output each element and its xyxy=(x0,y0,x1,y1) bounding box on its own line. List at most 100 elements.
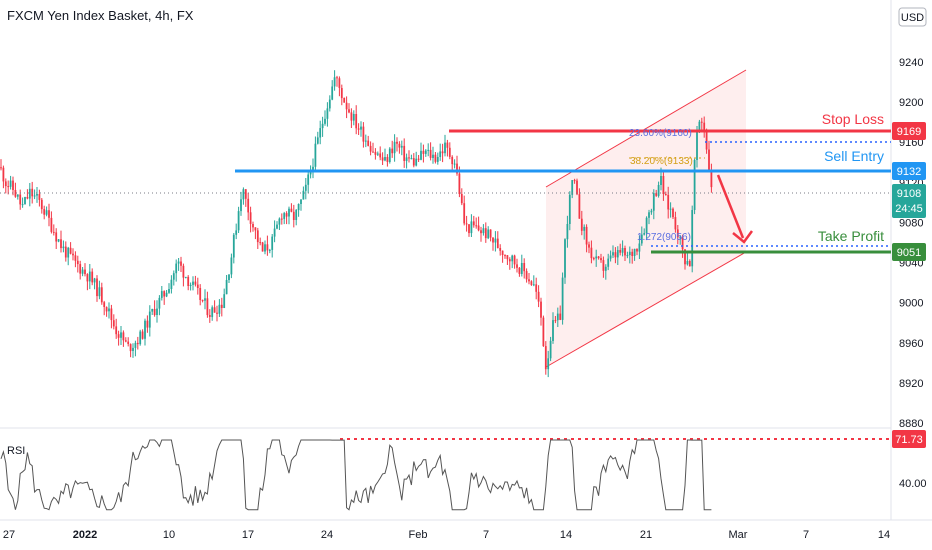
candle-body xyxy=(417,158,420,160)
candle-body xyxy=(62,246,65,249)
candle-body xyxy=(165,292,168,297)
candle-body xyxy=(108,308,110,312)
candle-body xyxy=(362,126,365,142)
candle-body xyxy=(412,158,415,166)
candle-body xyxy=(460,194,463,204)
candle-body xyxy=(33,195,36,197)
candle-body xyxy=(703,122,706,133)
candle-body xyxy=(535,284,538,292)
candle-body xyxy=(187,276,190,286)
candle-body xyxy=(72,253,74,256)
candle-body xyxy=(211,307,214,318)
candle-body xyxy=(264,244,266,252)
candle-body xyxy=(638,243,641,252)
chart-title: FXCM Yen Index Basket, 4h, FX xyxy=(7,8,194,23)
candle-body xyxy=(388,148,391,162)
candle-body xyxy=(348,109,350,113)
candle-body xyxy=(276,224,278,229)
candle-body xyxy=(696,131,698,160)
svg-text:9132: 9132 xyxy=(897,166,921,178)
take-profit-price-tag: 9051 xyxy=(892,243,926,261)
candle-body xyxy=(151,309,154,312)
candle-body xyxy=(451,156,454,165)
candle-body xyxy=(400,145,403,148)
time-tick-label: 17 xyxy=(242,529,254,541)
candle-body xyxy=(667,194,670,210)
price-tick-label: 8880 xyxy=(899,418,923,430)
candle-body xyxy=(674,217,677,230)
price-tick-label: 9160 xyxy=(899,137,923,149)
candle-body xyxy=(307,174,310,185)
candle-body xyxy=(98,287,101,297)
candle-body xyxy=(698,121,701,132)
candle-body xyxy=(700,121,703,123)
candle-body xyxy=(196,284,199,288)
candle-body xyxy=(672,208,674,218)
candle-body xyxy=(201,299,204,301)
candle-body xyxy=(624,248,626,256)
candle-body xyxy=(420,150,422,160)
candle-body xyxy=(530,281,533,285)
candle-body xyxy=(595,256,598,259)
candle-body xyxy=(513,255,516,265)
candle-body xyxy=(609,255,612,259)
candle-body xyxy=(345,102,348,110)
candle-body xyxy=(304,184,307,191)
candle-body xyxy=(398,143,401,148)
rsi-tick-label: 40.00 xyxy=(899,478,927,490)
candle-body xyxy=(316,137,319,144)
candle-body xyxy=(396,141,398,144)
candle-body xyxy=(393,141,396,154)
svg-text:9169: 9169 xyxy=(897,126,921,138)
candle-body xyxy=(278,218,281,225)
candle-body xyxy=(192,281,194,285)
candle-body xyxy=(621,248,624,253)
candle-body xyxy=(600,258,602,261)
candle-body xyxy=(204,298,206,301)
candle-body xyxy=(458,173,461,194)
candle-body xyxy=(686,261,689,265)
time-tick-label: 10 xyxy=(163,529,175,541)
candle-body xyxy=(520,263,523,274)
candle-body xyxy=(129,344,132,352)
svg-text:9108: 9108 xyxy=(897,188,921,200)
candle-body xyxy=(199,288,202,300)
candle-body xyxy=(633,248,636,256)
price-tick-label: 8960 xyxy=(899,338,923,350)
candle-body xyxy=(444,142,446,154)
candle-body xyxy=(127,341,130,344)
candle-body xyxy=(372,151,374,153)
candle-body xyxy=(45,210,48,215)
candle-body xyxy=(578,194,581,219)
price-tick-label: 9240 xyxy=(899,57,923,69)
candle-body xyxy=(244,189,247,199)
candle-body xyxy=(76,260,79,265)
candle-body xyxy=(81,269,84,274)
candle-body xyxy=(91,271,94,283)
rsi-value-tag: 71.73 xyxy=(892,430,926,448)
candle-body xyxy=(50,217,53,232)
candle-body xyxy=(376,153,379,155)
candle-body xyxy=(69,247,72,254)
candle-body xyxy=(655,193,658,196)
candle-body xyxy=(139,331,142,345)
take-profit-label: Take Profit xyxy=(818,228,884,244)
candle-body xyxy=(295,210,298,220)
candle-body xyxy=(588,244,590,248)
candle-body xyxy=(259,242,262,244)
candle-body xyxy=(112,320,115,327)
candle-body xyxy=(57,239,60,242)
candle-body xyxy=(158,297,161,309)
svg-text:9051: 9051 xyxy=(897,247,921,259)
candle-body xyxy=(182,265,185,278)
candle-body xyxy=(230,257,233,275)
channel-lower-line xyxy=(545,251,747,368)
currency-button[interactable] xyxy=(898,7,927,27)
sell-entry-price-tag: 9132 xyxy=(892,162,926,180)
candle-body xyxy=(424,150,427,154)
candle-body xyxy=(120,332,122,338)
candle-body xyxy=(631,251,634,256)
currency-button-label: USD xyxy=(901,12,924,24)
